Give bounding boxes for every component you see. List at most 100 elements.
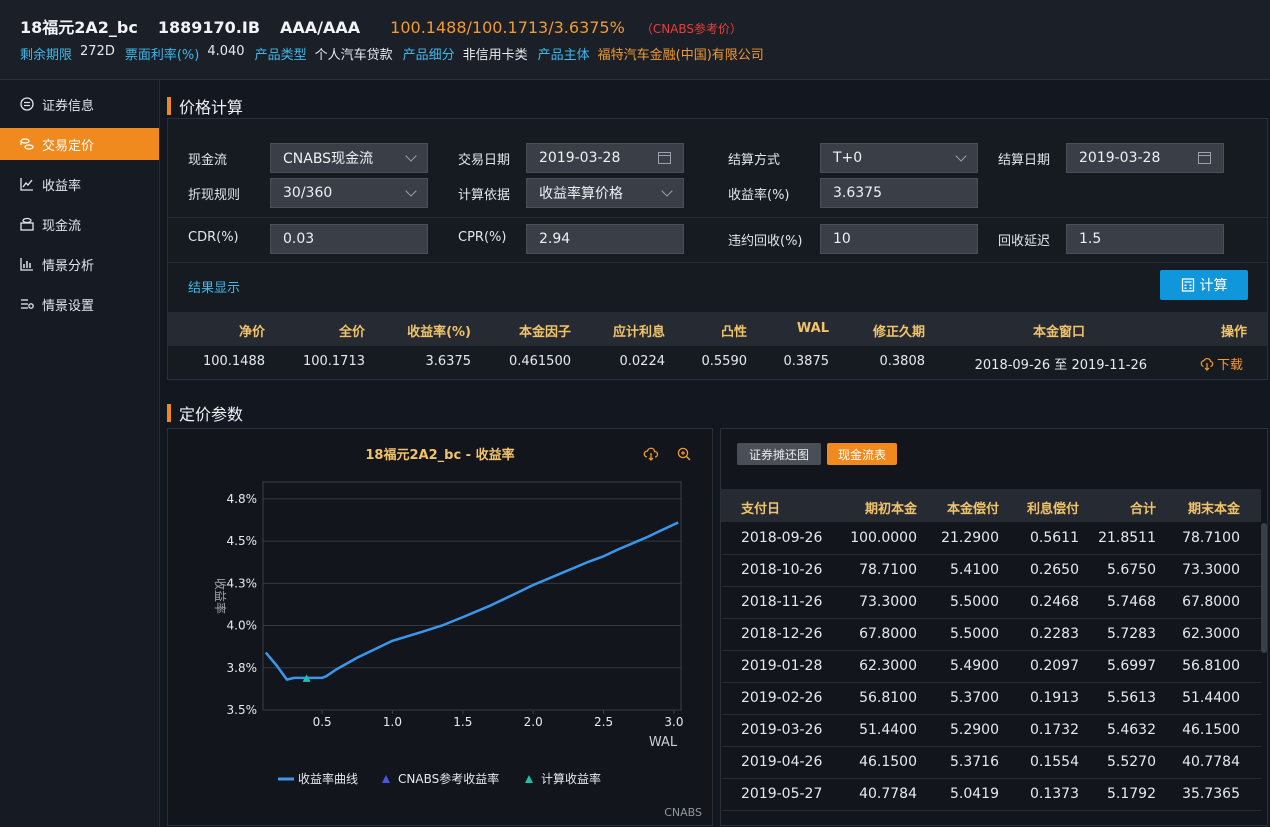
table-cell: 100.0000 (850, 530, 917, 546)
y-tick-label: 3.8% (227, 661, 258, 675)
principal-window-value: 2018-09-26 至 2019-11-26 (974, 358, 1147, 373)
table-cell: 0.2097 (1030, 658, 1079, 674)
trade-date-value: 2019-03-28 (539, 150, 621, 166)
pricing-params-title: 定价参数 (167, 401, 243, 425)
sidebar-item-cashflow[interactable]: 现金流 (0, 208, 159, 240)
col-full-price: 全价 (338, 325, 365, 340)
calculate-button[interactable]: 计算 (1160, 270, 1248, 300)
table-row: 2019-03-26 51.4400 5.2900 0.1732 5.4632 46.15… (721, 715, 1261, 747)
table-cell: 0.1732 (1030, 722, 1079, 738)
calculator-icon (1181, 278, 1194, 292)
bar-chart-icon (20, 258, 33, 271)
table-cell: 5.6750 (1107, 562, 1156, 578)
calendar-icon[interactable] (658, 152, 671, 164)
x-tick-label: 3.0 (664, 715, 683, 729)
table-row: 2019-05-27 40.7784 5.0419 0.1373 5.1792 35.73… (721, 779, 1261, 811)
recovery-delay-value: 1.5 (1079, 231, 1102, 247)
default-recovery-input[interactable]: 10 (820, 224, 978, 254)
cdr-input[interactable]: 0.03 (270, 224, 428, 254)
col-action: 操作 (1220, 325, 1247, 340)
col-wal: WAL (796, 321, 829, 336)
sidebar-item-yield[interactable]: 收益率 (0, 168, 159, 200)
table-cell: 5.1792 (1107, 786, 1156, 802)
table-cell: 5.5270 (1107, 754, 1156, 770)
recovery-delay-input[interactable]: 1.5 (1066, 224, 1224, 254)
table-cell: 5.4100 (950, 562, 999, 578)
table-cell: 5.4632 (1107, 722, 1156, 738)
calendar-icon[interactable] (1198, 152, 1211, 164)
table-cell: 2018-09-26 (741, 530, 823, 546)
security-meta: 剩余期限 272D 票面利率(%) 4.040 产品类型 个人汽车贷款 产品细分… (20, 44, 764, 63)
settings-list-icon (21, 299, 34, 309)
table-cell: 5.7283 (1107, 626, 1156, 642)
col-pay-date: 支付日 (741, 502, 781, 517)
col-convexity: 凸性 (720, 325, 747, 340)
col-begin-principal: 期初本金 (864, 502, 917, 517)
main-content: 价格计算 现金流 CNABS现金流 交易日期 2019-03-28 结算方式 T… (160, 80, 1270, 827)
line-chart-icon (20, 178, 33, 191)
legend-swatch-cnabs-yield (382, 775, 390, 783)
table-cell: 21.8511 (1098, 530, 1156, 546)
table-cell: 2019-01-28 (741, 658, 823, 674)
download-link[interactable]: 下载 (1200, 354, 1243, 373)
sidebar-item-label: 情景设置 (42, 298, 95, 314)
table-cell: 2019-05-27 (741, 786, 823, 802)
table-cell: 51.4400 (1182, 690, 1240, 706)
sidebar-item-security-info[interactable]: 证券信息 (0, 88, 159, 120)
cashflow-select[interactable]: CNABS现金流 (270, 143, 428, 173)
security-code: 1889170.IB (157, 18, 261, 37)
table-cell: 21.2900 (941, 530, 999, 546)
trade-date-field[interactable]: 2019-03-28 (526, 143, 684, 173)
legend-swatch-calc-yield (525, 775, 533, 783)
table-cell: 62.3000 (859, 658, 917, 674)
settle-method-select[interactable]: T+0 (820, 143, 978, 173)
tab-cashflow-table[interactable]: 现金流表 (827, 443, 897, 465)
meta-key-type: 产品类型 (254, 48, 307, 63)
default-recovery-value: 10 (833, 231, 851, 247)
settle-method-label: 结算方式 (728, 153, 781, 168)
calc-basis-select[interactable]: 收益率算价格 (526, 178, 684, 208)
sidebar-item-trade-pricing[interactable]: 交易定价 (0, 128, 159, 160)
meta-value-issuer[interactable]: 福特汽车金融(中国)有限公司 (597, 48, 764, 63)
yield-input[interactable]: 3.6375 (820, 178, 978, 208)
table-cell: 5.2900 (950, 722, 999, 738)
col-accrued-interest: 应计利息 (612, 325, 665, 340)
cashflow-label: 现金流 (188, 153, 228, 168)
cloud-download-icon[interactable] (643, 447, 659, 461)
sidebar-item-scenario-settings[interactable]: 情景设置 (0, 288, 159, 320)
chevron-down-icon (955, 150, 967, 162)
discount-rule-select[interactable]: 30/360 (270, 178, 428, 208)
col-end-principal: 期末本金 (1187, 502, 1240, 517)
meta-key-term: 剩余期限 (20, 48, 73, 63)
table-cell: 0.2468 (1030, 594, 1079, 610)
table-cell: 78.7100 (1182, 530, 1240, 546)
meta-value-term: 272D (80, 44, 115, 59)
table-cell: 0.1554 (1030, 754, 1079, 770)
table-cell: 5.6997 (1107, 658, 1156, 674)
table-row: 2018-09-26 100.0000 21.2900 0.5611 21.8511 78… (721, 523, 1261, 555)
recovery-delay-label: 回收延迟 (998, 234, 1051, 249)
settle-date-field[interactable]: 2019-03-28 (1066, 143, 1224, 173)
meta-value-coupon: 4.040 (207, 44, 245, 59)
meta-value-type: 个人汽车贷款 (314, 48, 393, 63)
tab-amortization-chart[interactable]: 证券摊还图 (737, 443, 821, 465)
yield-value: 3.6375 (425, 354, 472, 369)
cpr-input[interactable]: 2.94 (526, 224, 684, 254)
col-principal-paid: 本金偿付 (946, 502, 999, 517)
table-cell: 5.3716 (950, 754, 999, 770)
legend-label-cnabs-yield: CNABS参考收益率 (398, 771, 499, 786)
table-cell: 2018-11-26 (741, 594, 823, 610)
sidebar-item-scenario-analysis[interactable]: 情景分析 (0, 248, 159, 280)
full-price-value: 100.1713 (302, 354, 365, 369)
cdr-input-value: 0.03 (283, 231, 315, 247)
price-calc-title: 价格计算 (167, 94, 243, 118)
table-cell: 5.0419 (950, 786, 999, 802)
section-title-text: 价格计算 (179, 98, 244, 117)
meta-key-issuer: 产品主体 (537, 48, 590, 63)
table-cell: 5.4900 (950, 658, 999, 674)
marker-calculated-yield (302, 674, 311, 682)
accrued-interest-value: 0.0224 (619, 354, 666, 369)
table-scrollbar[interactable] (1261, 523, 1267, 653)
col-principal-window: 本金窗口 (1032, 325, 1085, 340)
zoom-in-icon[interactable] (677, 447, 691, 461)
